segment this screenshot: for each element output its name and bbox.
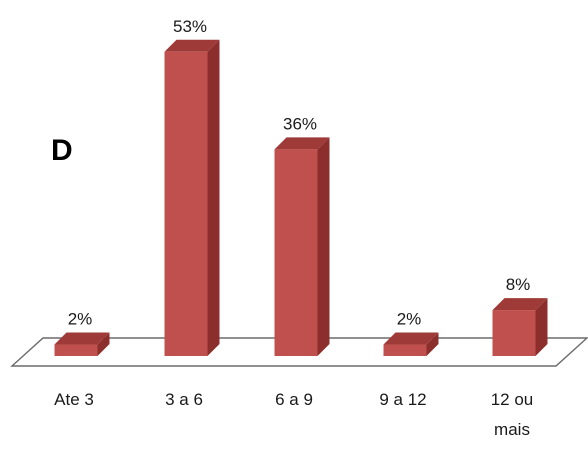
data-label: 2%: [397, 310, 422, 329]
category-label: Ate 3: [54, 390, 94, 409]
category-label-line: mais: [494, 420, 530, 439]
data-label: 2%: [68, 310, 93, 329]
bar-1: [54, 332, 110, 356]
bar-top: [383, 332, 439, 345]
bar-3: [274, 137, 330, 356]
bar-side: [317, 137, 330, 356]
category-label-line: Ate 3: [54, 390, 94, 409]
data-label: 53%: [173, 17, 207, 36]
category-label: 6 a 9: [275, 390, 313, 409]
bar-top: [274, 137, 330, 150]
bar-side: [97, 332, 110, 356]
bar-front: [164, 51, 208, 356]
bar-side: [426, 332, 439, 356]
category-label: 3 a 6: [165, 390, 203, 409]
data-label: 8%: [506, 275, 531, 294]
category-label: 12 ou mais: [491, 390, 534, 439]
bar-top: [54, 332, 110, 345]
bar-top: [164, 39, 220, 52]
bar-side: [207, 39, 220, 356]
bar-2: [164, 39, 220, 356]
panel-label: D: [51, 134, 73, 167]
bar-top: [492, 298, 548, 311]
category-label-line: 9 a 12: [379, 390, 426, 409]
data-label: 36%: [283, 114, 317, 133]
category-label: 9 a 12: [379, 390, 426, 409]
bar-front: [274, 149, 318, 356]
data-labels: 2% 53% 36% 2% 8%: [68, 17, 531, 329]
bars: [54, 39, 548, 356]
category-label-line: 3 a 6: [165, 390, 203, 409]
bar-4: [383, 332, 439, 356]
category-labels: Ate 3 3 a 6 6 a 9 9 a 12 12 ou mais: [54, 390, 533, 439]
bar-front: [383, 344, 427, 356]
category-label-line: 6 a 9: [275, 390, 313, 409]
bar-side: [535, 298, 548, 356]
bar-front: [54, 344, 98, 356]
bar-5: [492, 298, 548, 356]
category-label-line: 12 ou: [491, 390, 534, 409]
bar-front: [492, 310, 536, 356]
